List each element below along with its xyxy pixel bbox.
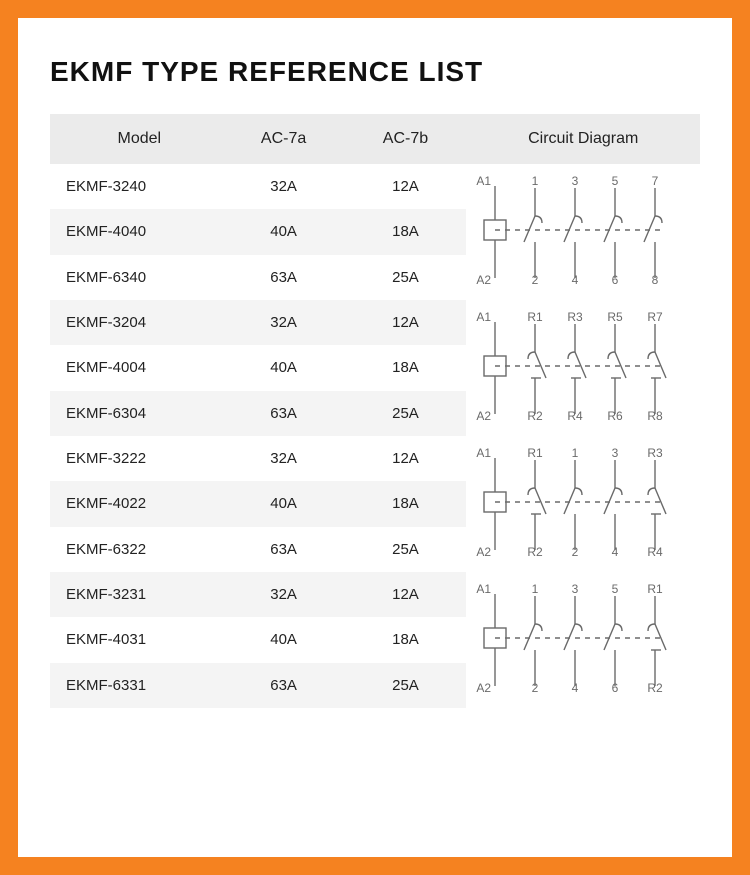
cell-ac7a: 63A [223,255,345,300]
svg-text:R1: R1 [528,310,544,324]
svg-text:4: 4 [612,545,619,559]
svg-text:5: 5 [612,582,619,596]
svg-text:R5: R5 [608,310,624,324]
svg-text:8: 8 [652,273,659,287]
cell-ac7a: 40A [223,209,345,254]
cell-ac7b: 25A [345,391,467,436]
svg-text:3: 3 [572,582,579,596]
svg-text:A1: A1 [477,582,492,596]
cell-ac7b: 18A [345,617,467,662]
cell-model: EKMF-4022 [50,481,223,526]
cell-ac7a: 40A [223,617,345,662]
svg-text:2: 2 [532,273,539,287]
cell-model: EKMF-3240 [50,164,223,209]
svg-text:6: 6 [612,273,619,287]
col-header-diagram: Circuit Diagram [466,114,700,164]
cell-model: EKMF-4040 [50,209,223,254]
table-header-row: Model AC-7a AC-7b Circuit Diagram [50,114,700,164]
svg-text:A2: A2 [477,273,492,287]
svg-text:2: 2 [572,545,579,559]
cell-model: EKMF-6331 [50,663,223,708]
table-row: EKMF-322232A12AA1A2R1R21234R3R4 [50,436,700,481]
cell-ac7b: 18A [345,209,467,254]
col-header-ac7a: AC-7a [223,114,345,164]
svg-text:A1: A1 [477,446,492,460]
circuit-diagram: A1 A2 1 2 3 4 5 6 7 8 [473,170,693,290]
svg-text:R1: R1 [648,582,664,596]
circuit-diagram: A1 A2 R1 R2 R3 R4 R5 R6 R7 R8 [473,306,693,426]
cell-model: EKMF-4031 [50,617,223,662]
svg-text:R7: R7 [648,310,664,324]
cell-diagram: A1 A2 R1 R2 R3 R4 R5 R6 R7 R8 [466,300,700,436]
cell-ac7a: 63A [223,527,345,572]
cell-ac7b: 12A [345,300,467,345]
cell-ac7b: 25A [345,527,467,572]
cell-model: EKMF-4004 [50,345,223,390]
svg-text:R2: R2 [528,409,544,423]
svg-text:A1: A1 [477,310,492,324]
svg-text:R2: R2 [648,681,664,695]
cell-diagram: A1 A2 R1 R2 1 2 3 4 R3 R4 [466,436,700,572]
svg-text:R4: R4 [568,409,584,423]
cell-ac7b: 12A [345,436,467,481]
col-header-model: Model [50,114,223,164]
cell-diagram: A1 A2 1 2 3 4 5 6 7 8 [466,164,700,300]
svg-text:2: 2 [532,681,539,695]
svg-text:A1: A1 [477,174,492,188]
cell-diagram: A1 A2 1 2 3 4 5 6 R1 R2 [466,572,700,708]
circuit-diagram: A1 A2 R1 R2 1 2 3 4 R3 R4 [473,442,693,562]
table-row: EKMF-324032A12AA1A212345678 [50,164,700,209]
svg-text:1: 1 [572,446,579,460]
svg-text:R6: R6 [608,409,624,423]
svg-text:R2: R2 [528,545,544,559]
cell-model: EKMF-3204 [50,300,223,345]
svg-text:R3: R3 [648,446,664,460]
svg-text:1: 1 [532,174,539,188]
cell-ac7b: 12A [345,572,467,617]
svg-text:R8: R8 [648,409,664,423]
cell-ac7b: 25A [345,255,467,300]
table-row: EKMF-320432A12AA1A2R1R2R3R4R5R6R7R8 [50,300,700,345]
cell-model: EKMF-6340 [50,255,223,300]
svg-text:3: 3 [612,446,619,460]
svg-text:R3: R3 [568,310,584,324]
cell-ac7b: 25A [345,663,467,708]
cell-ac7a: 32A [223,300,345,345]
svg-text:1: 1 [532,582,539,596]
col-header-ac7b: AC-7b [345,114,467,164]
cell-ac7a: 32A [223,572,345,617]
cell-ac7a: 63A [223,391,345,436]
cell-ac7b: 18A [345,481,467,526]
reference-table: Model AC-7a AC-7b Circuit Diagram EKMF-3… [50,114,700,708]
svg-text:7: 7 [652,174,659,188]
cell-ac7b: 18A [345,345,467,390]
table-row: EKMF-323132A12AA1A2123456R1R2 [50,572,700,617]
svg-text:6: 6 [612,681,619,695]
svg-text:R4: R4 [648,545,664,559]
svg-text:A2: A2 [477,681,492,695]
cell-model: EKMF-3222 [50,436,223,481]
svg-text:3: 3 [572,174,579,188]
cell-ac7a: 40A [223,481,345,526]
svg-text:4: 4 [572,681,579,695]
cell-model: EKMF-6322 [50,527,223,572]
svg-text:A2: A2 [477,409,492,423]
svg-text:A2: A2 [477,545,492,559]
cell-ac7a: 32A [223,436,345,481]
svg-text:5: 5 [612,174,619,188]
page-title: EKMF TYPE REFERENCE LIST [50,56,700,88]
circuit-diagram: A1 A2 1 2 3 4 5 6 R1 R2 [473,578,693,698]
cell-model: EKMF-6304 [50,391,223,436]
cell-ac7b: 12A [345,164,467,209]
cell-ac7a: 40A [223,345,345,390]
page: EKMF TYPE REFERENCE LIST Model AC-7a AC-… [18,18,732,857]
cell-ac7a: 32A [223,164,345,209]
svg-text:R1: R1 [528,446,544,460]
cell-ac7a: 63A [223,663,345,708]
cell-model: EKMF-3231 [50,572,223,617]
svg-text:4: 4 [572,273,579,287]
